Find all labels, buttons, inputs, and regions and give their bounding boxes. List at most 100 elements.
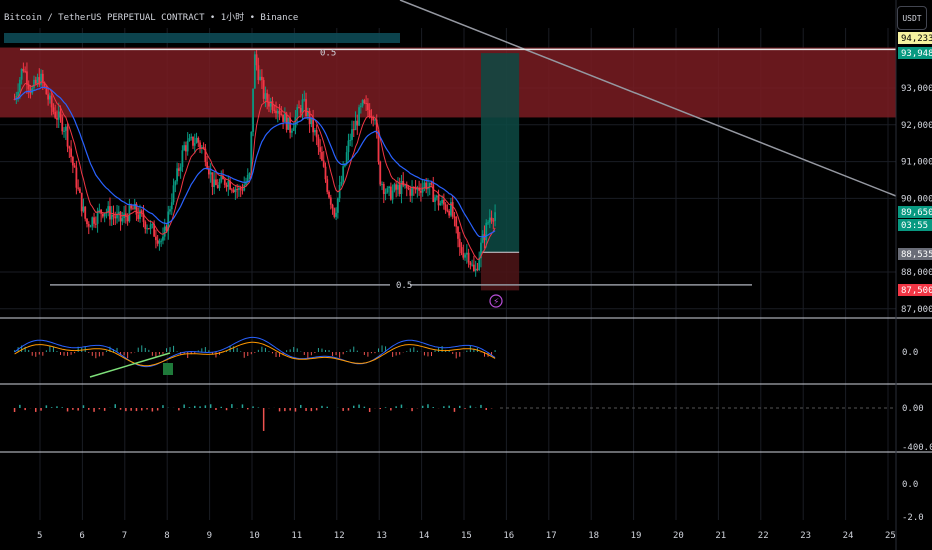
candle-body: [172, 185, 175, 203]
candle-body: [91, 217, 94, 227]
candle-body: [291, 130, 293, 133]
candle-body: [349, 139, 352, 141]
candle-body: [336, 198, 339, 213]
candle-body: [439, 203, 442, 206]
candle-body: [313, 129, 316, 133]
candle-body: [211, 172, 214, 187]
macd-zero-label: 0.0: [902, 348, 918, 358]
candle-body: [153, 224, 156, 237]
candle-body: [24, 71, 27, 73]
candle-body: [158, 240, 161, 244]
pane3-neg-label: -2.0: [902, 513, 924, 523]
candle-body: [412, 187, 415, 189]
candle-body: [345, 152, 348, 164]
candle-body: [199, 142, 201, 148]
price-tick-label: 88,000.0: [901, 268, 932, 278]
time-tick-label: 23: [800, 531, 811, 541]
candle-body: [232, 190, 235, 193]
candle-body: [248, 173, 251, 175]
candle-body: [170, 202, 173, 210]
candle-body: [52, 107, 55, 112]
candle-body: [188, 138, 191, 141]
candle-body: [142, 213, 145, 222]
time-tick-label: 7: [122, 531, 127, 541]
time-tick-label: 8: [164, 531, 169, 541]
candle-body: [375, 119, 378, 134]
candle-body: [480, 242, 482, 259]
candle-body: [227, 181, 230, 187]
candle-body: [289, 117, 292, 133]
candle-body: [236, 189, 239, 191]
time-tick-label: 6: [79, 531, 84, 541]
candle-body: [276, 110, 279, 114]
candle-body: [368, 110, 371, 117]
candle-body: [400, 181, 403, 194]
candle-body: [223, 179, 226, 185]
candle-body: [299, 108, 302, 113]
candle-body: [160, 240, 163, 242]
candle-body: [195, 137, 198, 144]
candle-body: [167, 211, 170, 231]
candle-body: [326, 179, 329, 192]
candle-body: [259, 76, 262, 81]
candle-body: [269, 101, 272, 107]
candle-body: [315, 129, 318, 138]
time-tick-label: 9: [207, 531, 212, 541]
candle-body: [213, 179, 216, 187]
candle-body: [324, 166, 327, 180]
candle-body: [209, 172, 212, 175]
candle-body: [421, 187, 424, 193]
currency-button[interactable]: USDT: [897, 6, 927, 30]
candle-body: [133, 203, 136, 210]
candle-body: [43, 82, 46, 87]
candle-body: [245, 181, 247, 185]
candle-body: [287, 117, 290, 130]
candle-body: [154, 236, 157, 241]
candle-body: [331, 204, 334, 209]
candle-body: [361, 100, 364, 106]
candle-body: [197, 137, 200, 143]
candle-body: [63, 130, 65, 132]
resistance-zone: [0, 47, 896, 118]
candle-body: [487, 222, 489, 224]
candle-body: [393, 184, 396, 191]
candle-body: [462, 253, 465, 258]
candle-body: [319, 147, 322, 152]
candle-body: [22, 69, 25, 72]
candle-body: [80, 192, 83, 212]
candle-body: [98, 209, 101, 211]
candle-body: [82, 206, 85, 212]
candle-body: [144, 221, 147, 229]
candle-body: [87, 224, 90, 227]
candle-body: [457, 226, 459, 239]
price-tag-bg: [898, 47, 932, 59]
candle-body: [216, 185, 219, 189]
candle-body: [215, 179, 217, 186]
candle-body: [128, 205, 131, 222]
candle-body: [381, 184, 383, 186]
candle-body: [112, 214, 115, 217]
candle-body: [397, 184, 399, 190]
candle-body: [435, 195, 438, 198]
candle-body: [301, 99, 304, 113]
candle-body: [186, 140, 189, 152]
candle-body: [264, 93, 267, 99]
time-tick-label: 19: [631, 531, 642, 541]
candle-body: [467, 252, 470, 263]
candle-body: [163, 226, 166, 237]
candle-body: [207, 168, 210, 175]
candle-body: [241, 189, 244, 191]
candle-body: [89, 226, 92, 228]
candle-body: [38, 77, 41, 85]
candle-body: [239, 188, 242, 190]
candle-body: [402, 181, 405, 186]
candle-body: [140, 210, 143, 214]
candle-body: [338, 184, 341, 199]
candle-body: [48, 95, 51, 100]
time-tick-label: 15: [461, 531, 472, 541]
candle-body: [71, 156, 74, 166]
candle-body: [15, 96, 18, 100]
candle-body: [351, 129, 353, 140]
time-tick-label: 14: [419, 531, 430, 541]
